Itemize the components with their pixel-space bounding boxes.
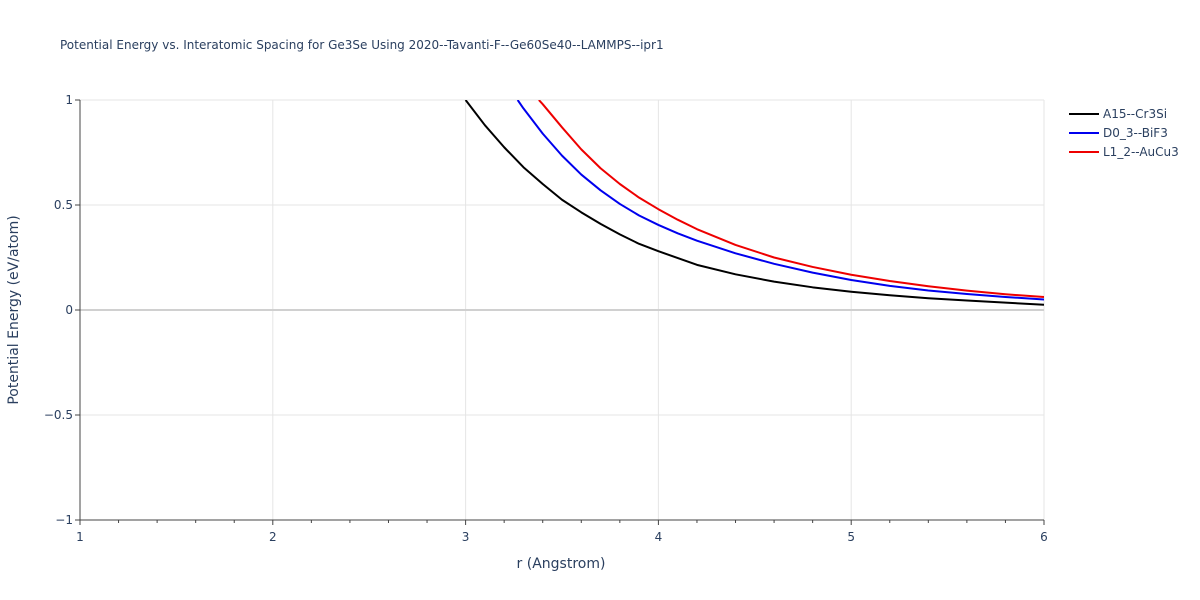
y-tick-label: −1 (55, 513, 73, 527)
legend-item-2[interactable]: D0_3--BiF3 (1069, 126, 1168, 140)
x-tick-label: 5 (847, 530, 855, 544)
y-tick-label: 1 (65, 93, 73, 107)
x-tick-label: 4 (655, 530, 663, 544)
legend-item-3[interactable]: L1_2--AuCu3 (1069, 145, 1179, 159)
x-tick-label: 3 (462, 530, 470, 544)
legend-label: L1_2--AuCu3 (1103, 145, 1179, 159)
y-axis: −1 −0.5 0 0.5 1 (44, 93, 80, 527)
legend[interactable]: A15--Cr3Si D0_3--BiF3 L1_2--AuCu3 (1069, 107, 1179, 159)
legend-label: A15--Cr3Si (1103, 107, 1167, 121)
chart-title: Potential Energy vs. Interatomic Spacing… (60, 38, 664, 52)
y-tick-label: 0.5 (54, 198, 73, 212)
y-tick-label: −0.5 (44, 408, 73, 422)
grid (79, 99, 1045, 521)
y-axis-title: Potential Energy (eV/atom) (6, 215, 22, 404)
series-line-3 (538, 100, 1044, 298)
series-line-1 (464, 100, 1044, 306)
series-line-2 (516, 100, 1044, 301)
legend-item-1[interactable]: A15--Cr3Si (1069, 107, 1167, 121)
plot-area (464, 100, 1044, 306)
y-tick-label: 0 (65, 303, 73, 317)
x-axis: 1 2 3 4 5 6 (76, 520, 1048, 544)
x-tick-label: 2 (269, 530, 277, 544)
x-axis-title: r (Angstrom) (517, 556, 606, 572)
x-tick-label: 6 (1040, 530, 1048, 544)
legend-label: D0_3--BiF3 (1103, 126, 1168, 140)
x-tick-label: 1 (76, 530, 84, 544)
